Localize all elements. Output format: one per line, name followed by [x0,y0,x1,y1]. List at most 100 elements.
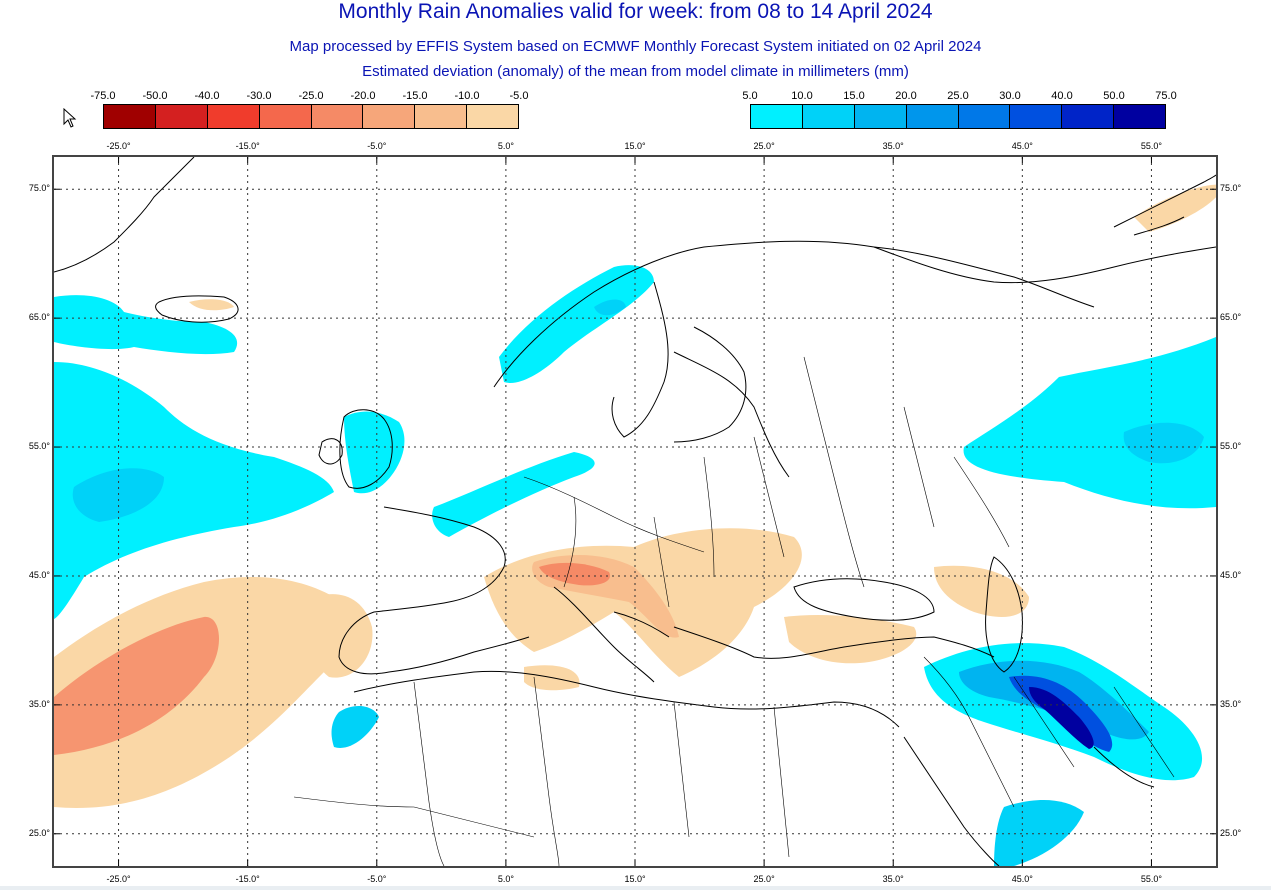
legend-positive-label: 75.0 [1155,90,1177,102]
dry-anomaly-turkey [784,615,917,664]
longitude-label: -25.0° [106,874,131,884]
legend-negative-swatch [104,105,156,128]
legend-negative-scale: -75.0 -50.0 -40.0 -30.0 -25.0 -20.0 -15.0 -10.0… [90,90,528,130]
legend-negative-swatch [415,105,468,128]
map-subtitle-units: Estimated deviation (anomaly) of the mea… [362,63,909,80]
legend-negative-colorbar [103,104,519,129]
coastline-red-sea-gulf [903,736,1155,866]
legend-negative-swatch [467,105,518,128]
longitude-label: 5.0° [497,874,514,884]
graticule-ticks [54,157,1216,866]
legend-positive-swatch [751,105,803,128]
legend-positive-labels: 5.0 10.0 15.0 20.0 25.0 30.0 40.0 50.0 75.0 [742,90,1176,104]
wet-anomaly-north-atlantic-core [72,468,164,522]
coastline-novaya-zemlya [1113,174,1216,236]
legend-positive-scale: 5.0 10.0 15.0 20.0 25.0 30.0 40.0 50.0 75.0 [742,90,1177,130]
latitude-label: 55.0° [1220,441,1242,452]
coastline-iceland [155,295,239,323]
legend-negative-label: -20.0 [350,90,376,102]
coastline-western-europe [338,506,530,675]
wet-anomaly-zagros-max [1029,687,1094,749]
legend-negative-swatch [259,105,312,128]
longitude-label: 55.0° [1140,874,1162,884]
latitude-label: 35.0° [1220,698,1242,709]
dry-anomaly-iceland [189,299,234,311]
coastline-arctic-russia [873,246,1216,284]
longitude-label: -15.0° [235,874,260,884]
legend-positive-colorbar [750,104,1166,129]
legend-negative-labels: -75.0 -50.0 -40.0 -30.0 -25.0 -20.0 -15.0 -10.0… [90,90,528,104]
legend-negative-label: -25.0 [298,90,324,102]
border-sahara [293,796,535,838]
country-borders [293,356,1175,866]
legend-positive-swatch [854,105,907,128]
map-subtitle-processing: Map processed by EFFIS System based on E… [289,38,982,55]
wet-anomaly-urals [963,337,1216,509]
anomaly-map [52,155,1218,868]
longitude-label: -5.0° [367,874,387,884]
coastline-scandinavia [493,240,1095,478]
longitude-label: 35.0° [882,141,904,151]
anomaly-fields [54,184,1216,866]
latitude-label: 45.0° [28,569,50,580]
wet-anomaly-urals-core [1123,422,1204,464]
longitude-label: -25.0° [106,141,131,151]
legend-negative-label: -75.0 [90,90,116,102]
latitude-label: 25.0° [1220,827,1242,838]
legend-positive-swatch [1114,105,1165,128]
legend-positive-swatch [958,105,1011,128]
longitude-label: -5.0° [367,141,387,151]
wet-anomaly-morocco [331,705,379,748]
coastline-british-isles [318,409,393,489]
legend-negative-label: -40.0 [194,90,220,102]
legend-negative-label: -10.0 [454,90,480,102]
border-central-europe [523,436,785,608]
latitude-label: 75.0° [28,183,50,194]
legend-positive-label: 15.0 [843,90,865,102]
coastline-greenland [54,157,195,273]
latitude-label: 45.0° [1220,569,1242,580]
wet-anomaly-north-sea-band [432,452,595,537]
bottom-edge-strip [0,886,1271,890]
legend-positive-swatch [1010,105,1063,128]
coastlines [54,157,1216,866]
dry-anomaly-novaya-zemlya [1134,184,1216,232]
legend-positive-label: 10.0 [791,90,813,102]
dry-anomaly-atlantic [54,577,353,808]
latitude-label: 65.0° [28,312,50,323]
longitude-label: 15.0° [624,874,646,884]
wet-anomaly-north-atlantic [54,362,334,619]
coastline-italy [553,586,670,683]
legend-positive-label: 20.0 [895,90,917,102]
legend-positive-swatch [802,105,855,128]
legend-negative-label: -50.0 [142,90,168,102]
dry-anomaly-caucasus [934,565,1029,617]
coastline-balkans-turkey [673,626,995,659]
legend-positive-label: 50.0 [1103,90,1125,102]
coastline-caspian [985,556,1023,673]
border-middle-east [923,656,1175,808]
coastline-black-sea [793,578,935,621]
longitude-label: -15.0° [235,141,260,151]
latitude-label: 75.0° [1220,183,1242,194]
longitude-label: 5.0° [497,141,514,151]
legend-negative-label: -15.0 [402,90,428,102]
wet-anomaly-norway [499,265,654,383]
longitude-label: 45.0° [1011,141,1033,151]
border-eastern-europe [803,356,1010,588]
dry-anomaly-iberia [309,594,373,678]
wet-anomaly-british-isles [344,411,405,494]
legend-positive-swatch [1062,105,1115,128]
longitude-label: 55.0° [1140,141,1162,151]
longitude-label: 45.0° [1011,874,1033,884]
legend-negative-label: -5.0 [509,90,529,102]
mouse-cursor-icon [63,108,77,128]
border-north-africa [413,676,790,866]
map-title: Monthly Rain Anomalies valid for week: f… [338,0,933,23]
graticule [54,157,1216,866]
legend-positive-label: 40.0 [1051,90,1073,102]
dry-anomaly-atlantic-core [54,616,219,755]
latitude-label: 55.0° [28,441,50,452]
wet-anomaly-arabia [994,800,1084,866]
longitude-label: 25.0° [753,141,775,151]
